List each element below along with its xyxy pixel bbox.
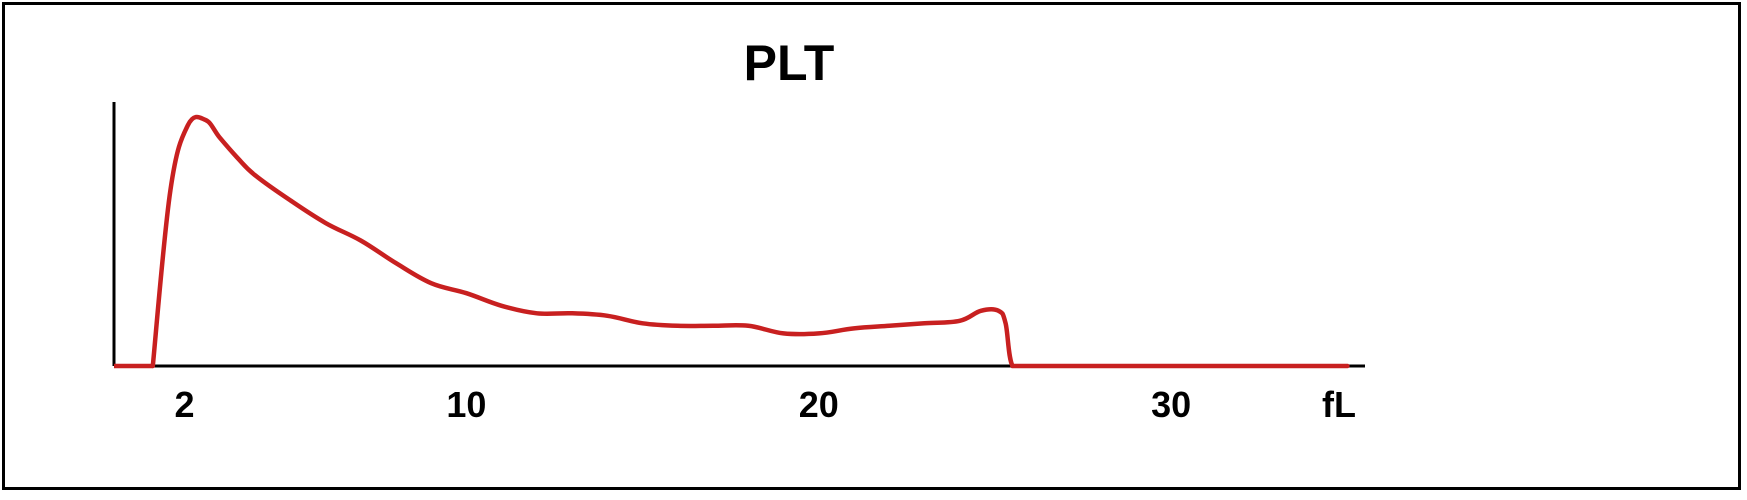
chart-frame: PLT 2 10 20 30 fL bbox=[2, 2, 1741, 490]
x-tick-label: 2 bbox=[174, 384, 194, 425]
plt-distribution-curve bbox=[150, 114, 1350, 369]
chart-title: PLT bbox=[744, 35, 835, 91]
x-unit-label: fL bbox=[1322, 384, 1356, 425]
x-tick-label: 10 bbox=[446, 384, 486, 425]
x-tick-labels: 2 10 20 30 bbox=[174, 384, 1191, 425]
plt-histogram-chart: PLT 2 10 20 30 fL bbox=[112, 35, 1365, 425]
x-tick-label: 30 bbox=[1151, 384, 1191, 425]
x-tick-label: 20 bbox=[799, 384, 839, 425]
